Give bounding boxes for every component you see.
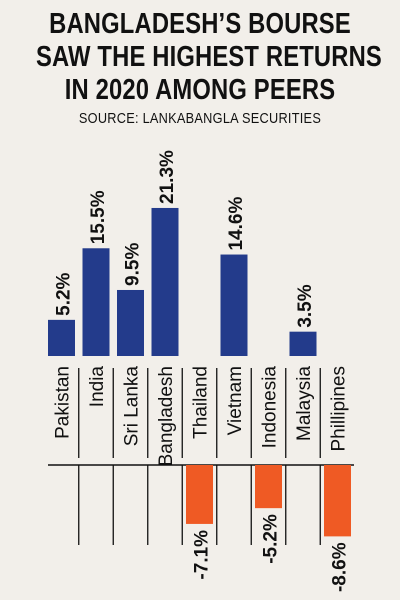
value-label-indonesia: -5.2%	[261, 514, 282, 564]
category-label-indonesia: Indonesia	[260, 366, 281, 449]
category-label-malaysia: Malaysia	[294, 366, 315, 441]
value-label-bangladesh: 21.3%	[157, 150, 178, 204]
category-label-india: India	[87, 366, 108, 408]
value-label-india: 15.5%	[88, 190, 109, 244]
chart-source: SOURCE: LANKABANGLA SECURITIES	[78, 110, 322, 127]
bar-bangladesh	[151, 207, 179, 356]
category-label-thailand: Thailand	[191, 366, 212, 439]
value-label-pakistan: 5.2%	[54, 272, 75, 315]
category-label-sri-lanka: Sri Lanka	[122, 366, 143, 447]
title-line-2: SAW THE HIGHEST RETURNS	[36, 41, 382, 73]
category-label-bangladesh: Bangladesh	[156, 366, 177, 466]
bar-pakistan	[48, 319, 75, 356]
value-label-malaysia: 3.5%	[295, 284, 316, 327]
category-label-vietnam: Vietnam	[225, 366, 246, 435]
value-label-thailand: -7.1%	[192, 530, 213, 580]
bar-india	[82, 248, 110, 356]
title-line-3: IN 2020 AMONG PEERS	[64, 74, 336, 106]
bar-vietnam	[220, 254, 248, 356]
value-label-phillipines: -8.6%	[330, 542, 351, 592]
value-label-sri-lanka: 9.5%	[123, 243, 144, 286]
category-label-phillipines: Phillipines	[329, 366, 350, 452]
bar-thailand	[186, 465, 213, 524]
chart-title: BANGLADESH’S BOURSE SAW THE HIGHEST RETU…	[36, 8, 382, 107]
category-label-pakistan: Pakistan	[53, 366, 74, 439]
bar-malaysia	[289, 331, 317, 356]
title-line-1: BANGLADESH’S BOURSE	[49, 8, 351, 40]
bar-sri-lanka	[117, 289, 144, 356]
bar-phillipines	[324, 465, 351, 537]
bar-indonesia	[255, 465, 282, 509]
value-label-vietnam: 14.6%	[226, 197, 247, 251]
